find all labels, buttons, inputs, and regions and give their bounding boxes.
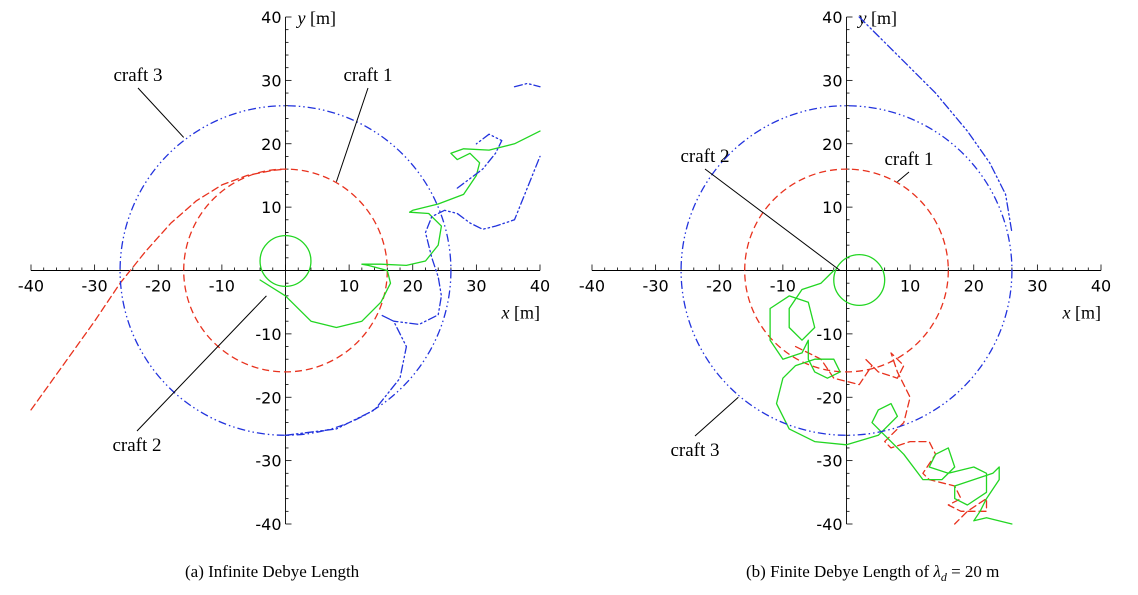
x-tick-label: -10 (209, 277, 235, 296)
y-axis-label-var: y (857, 8, 867, 28)
craft-3-trajectory (456, 133, 503, 189)
craft-1-leader-line (335, 87, 369, 182)
x-axis-label-var: x (501, 303, 510, 323)
y-tick-label: -20 (816, 388, 842, 407)
craft-2-orbit-circle (833, 254, 886, 307)
craft-2-leader-line (704, 168, 841, 271)
y-tick-label: -20 (255, 388, 281, 407)
x-axis-label: x [m] (1062, 303, 1102, 323)
y-tick-label: -30 (816, 452, 842, 471)
craft-1-orbit-circle (744, 168, 949, 373)
craft-3-orbit-circle (119, 105, 452, 436)
x-tick-label: 40 (1091, 277, 1111, 296)
x-axis-label-unit: [m] (1071, 303, 1102, 323)
x-tick-label: -30 (82, 277, 108, 296)
craft-3-leader-line (137, 87, 185, 138)
y-tick-label: 30 (822, 71, 842, 90)
craft-1-label: craft 1 (343, 65, 392, 86)
craft-1-trajectory (30, 168, 287, 411)
craft-2-trajectory (259, 130, 541, 329)
y-tick-label: 20 (261, 135, 281, 154)
craft-3-trajectory (858, 16, 1013, 234)
x-tick-label: -40 (579, 277, 605, 296)
panel-b-caption: (b) Finite Debye Length of λd = 20 m (746, 562, 999, 584)
y-axis-label: y [m] (296, 8, 337, 28)
craft-3-trajectory (284, 155, 541, 436)
panel-a-chart: -40 -30 -20 -10 10 20 30 40 -40 -30 -20 -10 10 20 30 40… (18, 8, 550, 534)
caption-b-lambda: λ (932, 562, 940, 581)
craft-3-orbit-circle (680, 105, 1013, 436)
x-tick-label: -10 (770, 277, 796, 296)
craft-3-label: craft 3 (113, 65, 162, 86)
x-tick-label: 10 (339, 277, 359, 296)
y-tick-label: -30 (255, 452, 281, 471)
x-tick-label: 20 (403, 277, 423, 296)
panel-b-chart: -40 -30 -20 -10 10 20 30 40 -40 -30 -20 -10 10 20 30 40… (579, 8, 1111, 534)
x-axis-label-var: x (1062, 303, 1071, 323)
y-tick-label: -40 (816, 515, 842, 534)
y-tick-label: 30 (261, 71, 281, 90)
craft-3-label: craft 3 (670, 440, 719, 461)
y-axis-label: y [m] (857, 8, 898, 28)
y-tick-label: 10 (261, 198, 281, 217)
craft-2-leader-line (136, 295, 267, 432)
x-axis-label-unit: [m] (510, 303, 541, 323)
x-axis-label: x [m] (501, 303, 541, 323)
craft-3-trajectory (513, 82, 541, 88)
craft-2-label: craft 2 (112, 435, 161, 456)
caption-b-subscript: d (941, 570, 948, 584)
y-tick-label: -40 (255, 515, 281, 534)
x-tick-label: 30 (1027, 277, 1047, 296)
y-tick-label: 40 (822, 8, 842, 27)
x-tick-label: -30 (643, 277, 669, 296)
craft-1-leader-line (897, 171, 910, 183)
y-tick-label: 20 (822, 135, 842, 154)
y-tick-label: -10 (255, 325, 281, 344)
y-tick-label: -10 (816, 325, 842, 344)
caption-b-suffix: = 20 m (947, 562, 1000, 581)
craft-1-label: craft 1 (884, 149, 933, 170)
x-tick-label: 20 (964, 277, 984, 296)
y-tick-label: 40 (261, 8, 281, 27)
craft-1-trajectory (794, 345, 988, 525)
x-tick-label: 30 (466, 277, 486, 296)
craft-2-label: craft 2 (680, 146, 729, 167)
craft-2-trajectory (769, 269, 1013, 525)
caption-b-prefix: (b) Finite Debye Length of (746, 562, 933, 581)
craft-3-leader-line (694, 396, 739, 437)
x-tick-label: 40 (530, 277, 550, 296)
y-axis-label-unit: [m] (867, 8, 898, 28)
craft-2-orbit-circle (259, 234, 312, 287)
x-tick-label: -20 (706, 277, 732, 296)
x-tick-label: -20 (145, 277, 171, 296)
x-tick-label: -40 (18, 277, 44, 296)
panel-a-caption: (a) Infinite Debye Length (185, 562, 360, 581)
y-tick-label: 10 (822, 198, 842, 217)
x-tick-label: 10 (900, 277, 920, 296)
y-axis-label-unit: [m] (306, 8, 337, 28)
y-axis-label-var: y (296, 8, 306, 28)
